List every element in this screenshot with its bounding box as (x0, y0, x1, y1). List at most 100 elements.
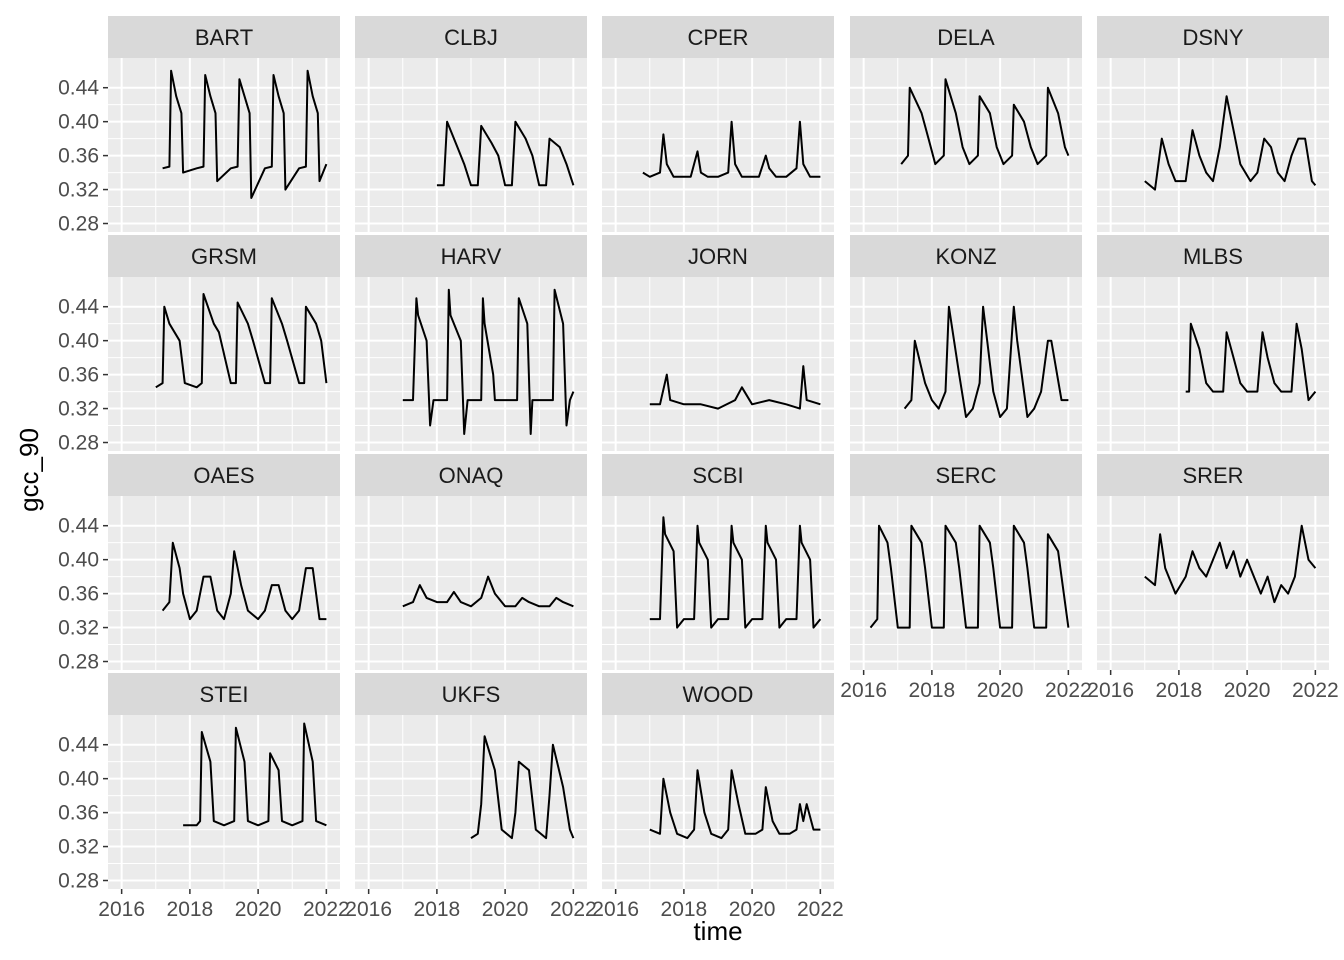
facet-strip-label: WOOD (683, 682, 754, 707)
series-line-dela (900, 78, 1070, 166)
y-tick-label: 0.36 (58, 364, 99, 387)
facet-strip (108, 454, 340, 496)
facet-panel-konz: KONZ (850, 235, 1082, 451)
facet-strip (602, 454, 834, 496)
facet-strip (850, 454, 1082, 496)
facet-strip-label: CLBJ (444, 25, 498, 50)
y-tick-label: 0.36 (58, 802, 99, 825)
facet-panel-bart: BART 0.28 0.32 0.36 0.40 0.44 (58, 16, 340, 236)
facet-strip (355, 235, 587, 277)
facet-strip (602, 16, 834, 58)
facet-strip (355, 16, 587, 58)
x-tick-label: 2022 (1292, 679, 1339, 702)
y-tick-label: 0.36 (58, 583, 99, 606)
x-tick-label: 2022 (1045, 679, 1092, 702)
facet-strip-label: DSNY (1182, 25, 1243, 50)
series-line-bart (162, 69, 328, 199)
facet-panel-serc: SERC 2016 2018 2020 2022 (840, 454, 1092, 702)
x-tick-label: 2018 (909, 679, 956, 702)
x-tick-label: 2020 (977, 679, 1024, 702)
x-tick-label: 2016 (345, 898, 392, 921)
y-axis-title: gcc_90 (14, 428, 44, 512)
facet-panel-grsm: GRSM 0.28 0.32 0.36 0.40 0.44 (58, 235, 340, 455)
y-tick-label: 0.28 (58, 213, 99, 236)
facet-strip-label: STEI (200, 682, 249, 707)
facet-strip-label: BART (195, 25, 253, 50)
y-tick-label: 0.32 (58, 398, 99, 421)
y-tick-label: 0.40 (58, 768, 99, 791)
x-tick-label: 2020 (482, 898, 529, 921)
y-tick-label: 0.32 (58, 836, 99, 859)
facet-strip-label: OAES (193, 463, 254, 488)
series-line-harv (402, 288, 575, 435)
facet-panel-mlbs: MLBS (1097, 235, 1329, 451)
facet-strip (355, 454, 587, 496)
facet-panel-clbj: CLBJ (355, 16, 587, 232)
x-tick-label: 2016 (1087, 679, 1134, 702)
series-line-konz (903, 305, 1069, 418)
y-tick-label: 0.40 (58, 111, 99, 134)
series-line-onaq (402, 575, 574, 608)
y-tick-label: 0.32 (58, 617, 99, 640)
y-tick-label: 0.28 (58, 432, 99, 455)
facet-panel-dela: DELA (850, 16, 1082, 232)
x-tick-label: 2018 (414, 898, 461, 921)
x-tick-label: 2020 (235, 898, 282, 921)
series-line-scbi (649, 516, 822, 629)
series-line-clbj (436, 120, 575, 187)
x-tick-label: 2016 (98, 898, 145, 921)
series-line-dsny (1144, 95, 1317, 191)
series-line-wood (649, 769, 821, 840)
facet-panel-scbi: SCBI (602, 454, 834, 670)
facet-strip (108, 235, 340, 277)
x-axis-title: time (693, 916, 742, 946)
x-tick-label: 2018 (661, 898, 708, 921)
facet-strip-label: MLBS (1183, 244, 1243, 269)
series-line-ukfs (470, 735, 575, 840)
y-tick-label: 0.44 (58, 77, 99, 100)
x-tick-label: 2018 (167, 898, 214, 921)
facet-panels: BART 0.28 0.32 0.36 0.40 0.44 CLBJ CPER DELA DSNY… (58, 16, 1339, 921)
facet-strip-label: SERC (935, 463, 996, 488)
facet-strip-label: HARV (441, 244, 502, 269)
y-tick-label: 0.44 (58, 515, 99, 538)
series-line-stei (183, 722, 327, 827)
y-tick-label: 0.28 (58, 651, 99, 674)
facet-strip (355, 673, 587, 715)
facet-panel-onaq: ONAQ (355, 454, 587, 670)
y-tick-label: 0.44 (58, 734, 99, 757)
series-line-serc (869, 524, 1070, 629)
facet-strip-label: ONAQ (439, 463, 504, 488)
facet-strip-label: KONZ (935, 244, 996, 269)
facet-panel-srer: SRER 2016 2018 2020 2022 (1087, 454, 1339, 702)
series-line-srer (1144, 524, 1317, 604)
facet-strip-label: GRSM (191, 244, 257, 269)
series-line-oaes (161, 541, 327, 621)
facet-strip (850, 16, 1082, 58)
facet-strip (850, 235, 1082, 277)
series-line-grsm (155, 293, 328, 389)
facet-panel-jorn: JORN (602, 235, 834, 451)
y-tick-label: 0.32 (58, 179, 99, 202)
facet-panel-cper: CPER (602, 16, 834, 232)
x-tick-label: 2020 (1224, 679, 1271, 702)
facet-panel-stei: STEI 0.28 0.32 0.36 0.40 0.44 2016 2018 2020 2022 (58, 673, 350, 921)
x-tick-label: 2022 (303, 898, 350, 921)
x-tick-label: 2018 (1156, 679, 1203, 702)
facet-strip (1097, 16, 1329, 58)
facet-strip-label: DELA (937, 25, 995, 50)
facet-strip-label: UKFS (442, 682, 501, 707)
y-tick-label: 0.40 (58, 549, 99, 572)
y-tick-label: 0.40 (58, 330, 99, 353)
facet-strip-label: CPER (687, 25, 748, 50)
facet-strip (108, 16, 340, 58)
facet-panel-harv: HARV (355, 235, 587, 451)
y-tick-label: 0.36 (58, 145, 99, 168)
series-line-cper (642, 120, 821, 178)
y-tick-label: 0.44 (58, 296, 99, 319)
series-line-jorn (649, 365, 821, 410)
facet-strip (602, 673, 834, 715)
y-tick-label: 0.28 (58, 870, 99, 893)
facet-panel-dsny: DSNY (1097, 16, 1329, 232)
